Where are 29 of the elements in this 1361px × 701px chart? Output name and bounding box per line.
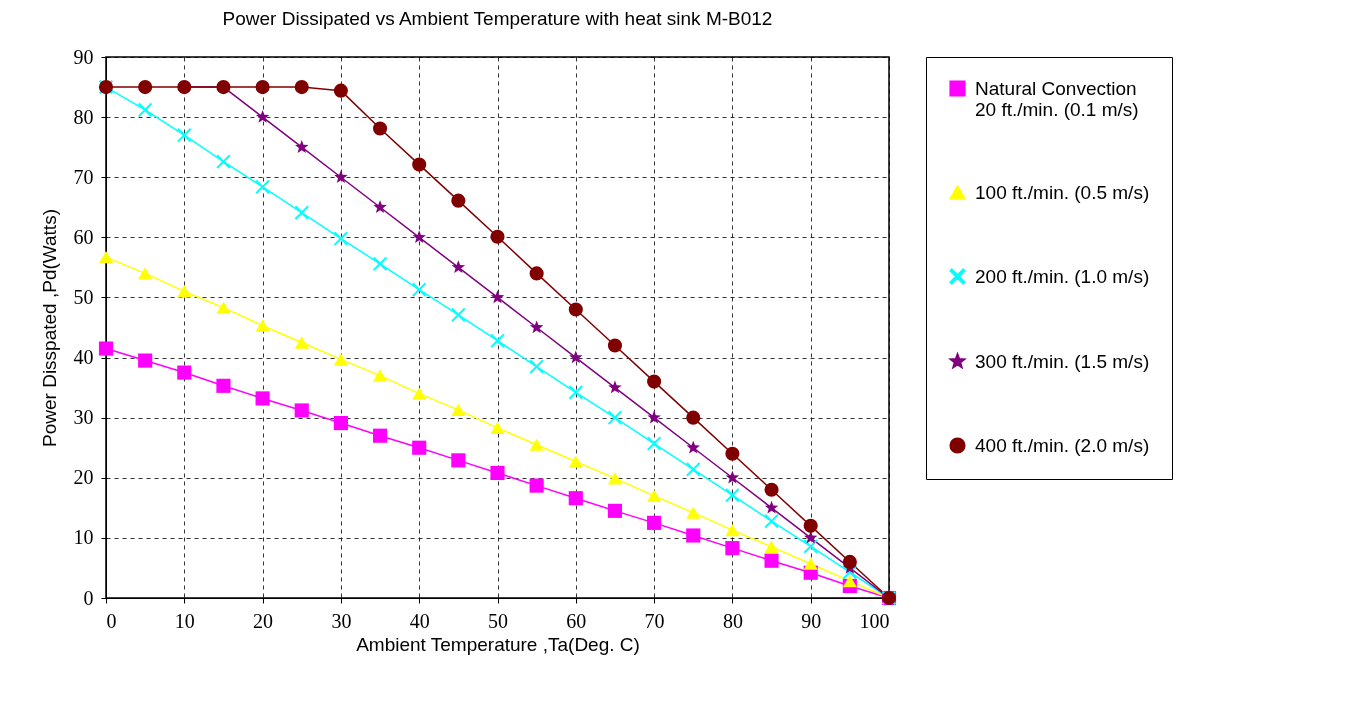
y-tick-label: 30 — [73, 406, 94, 429]
x-tick-label: 100 — [859, 609, 890, 632]
legend-label: 300 ft./min. (1.5 m/s) — [975, 350, 1150, 372]
chart-title: Power Dissipated vs Ambient Temperature with heat sink M-B012 — [222, 8, 773, 29]
legend-label: 100 ft./min. (0.5 m/s) — [975, 181, 1150, 203]
y-tick-label: 40 — [73, 346, 94, 369]
x-axis-title: Ambient Temperature ,Ta(Deg. C) — [356, 633, 640, 655]
x-tick-label: 0 — [106, 609, 117, 632]
x-tick-label: 20 — [253, 609, 274, 632]
y-tick-label: 50 — [73, 285, 94, 308]
y-tick-label: 60 — [73, 225, 94, 248]
y-tick-label: 0 — [83, 586, 94, 609]
legend-label: 400 ft./min. (2.0 m/s) — [975, 434, 1150, 456]
y-tick-label: 10 — [73, 526, 94, 549]
x-tick-label: 30 — [331, 609, 352, 632]
x-tick-label: 50 — [488, 609, 508, 632]
y-tick-label: 70 — [73, 165, 94, 188]
x-tick-label: 80 — [722, 609, 743, 632]
legend-label: Natural Convection 20 ft./min. (0.1 m/s) — [975, 77, 1139, 120]
x-tick-label: 60 — [566, 609, 587, 632]
y-tick-label: 80 — [73, 105, 94, 128]
x-tick-label: 70 — [644, 609, 665, 632]
y-axis-title: Power Disspated ,Pd(Watts) — [38, 209, 60, 447]
x-tick-label: 10 — [174, 609, 195, 632]
y-tick-label: 20 — [73, 466, 94, 489]
x-tick-label: 40 — [409, 609, 430, 632]
legend-label: 200 ft./min. (1.0 m/s) — [975, 265, 1150, 287]
x-tick-label: 90 — [801, 609, 822, 632]
y-tick-label: 90 — [73, 45, 94, 68]
